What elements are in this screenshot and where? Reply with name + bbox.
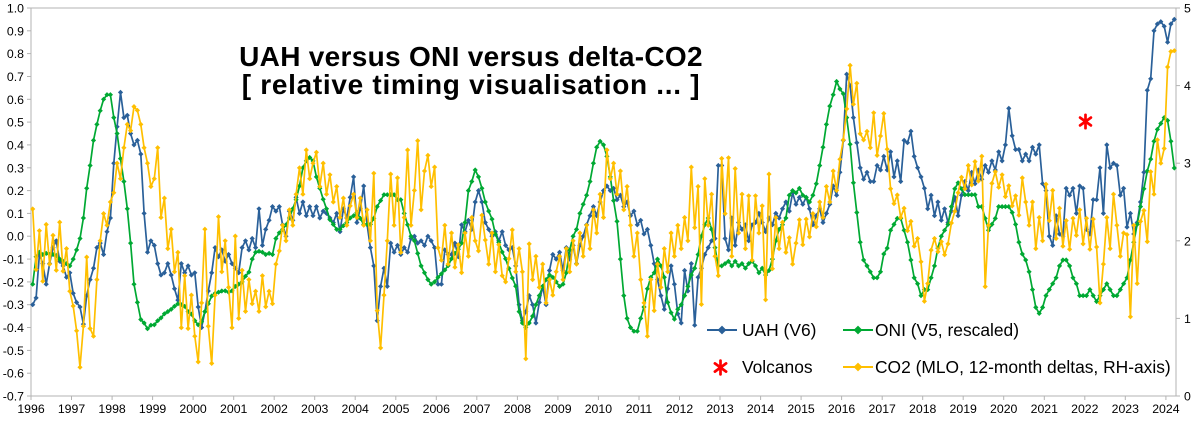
svg-text:1: 1 [1184, 312, 1191, 326]
svg-text:2009: 2009 [544, 402, 572, 416]
svg-text:-0.5: -0.5 [3, 344, 24, 358]
svg-text:-0.2: -0.2 [3, 275, 24, 289]
svg-text:2024: 2024 [1152, 402, 1180, 416]
svg-text:-0.6: -0.6 [3, 367, 24, 381]
svg-text:2000: 2000 [179, 402, 207, 416]
svg-text:2004: 2004 [342, 402, 370, 416]
svg-text:2022: 2022 [1071, 402, 1099, 416]
svg-text:2006: 2006 [423, 402, 451, 416]
svg-text:2008: 2008 [504, 402, 532, 416]
svg-text:CO2 (MLO, 12-month deltas, RH-: CO2 (MLO, 12-month deltas, RH-axis) [875, 357, 1171, 377]
svg-text:1997: 1997 [58, 402, 86, 416]
svg-text:UAH versus ONI versus delta-CO: UAH versus ONI versus delta-CO2 [239, 41, 703, 72]
svg-text:1.0: 1.0 [7, 2, 24, 16]
svg-text:2002: 2002 [261, 402, 289, 416]
svg-text:-0.7: -0.7 [3, 390, 24, 404]
svg-text:2: 2 [1184, 234, 1191, 248]
svg-text:ONI (V5, rescaled): ONI (V5, rescaled) [875, 320, 1019, 340]
svg-text:0.9: 0.9 [7, 24, 24, 38]
svg-text:1998: 1998 [98, 402, 126, 416]
svg-text:2019: 2019 [950, 402, 978, 416]
svg-text:-0.3: -0.3 [3, 298, 24, 312]
svg-text:2015: 2015 [787, 402, 815, 416]
svg-text:[ relative timing visualisatio: [ relative timing visualisation ... ] [242, 69, 700, 100]
svg-text:-0.4: -0.4 [3, 321, 24, 335]
svg-text:2018: 2018 [909, 402, 937, 416]
svg-text:0.0: 0.0 [7, 230, 24, 244]
svg-text:2007: 2007 [463, 402, 491, 416]
svg-text:2017: 2017 [869, 402, 897, 416]
svg-text:2003: 2003 [301, 402, 329, 416]
svg-text:0.1: 0.1 [7, 207, 24, 221]
svg-text:2012: 2012 [666, 402, 694, 416]
svg-text:0: 0 [1184, 390, 1191, 404]
svg-text:Volcanos: Volcanos [742, 357, 813, 377]
svg-text:1999: 1999 [139, 402, 167, 416]
svg-text:0.6: 0.6 [7, 93, 24, 107]
svg-text:2023: 2023 [1112, 402, 1140, 416]
svg-text:-0.1: -0.1 [3, 253, 24, 267]
svg-text:2005: 2005 [382, 402, 410, 416]
svg-text:0.4: 0.4 [7, 138, 24, 152]
svg-text:1996: 1996 [17, 402, 45, 416]
svg-text:2016: 2016 [828, 402, 856, 416]
svg-text:0.7: 0.7 [7, 70, 24, 84]
svg-text:0.3: 0.3 [7, 161, 24, 175]
svg-text:2001: 2001 [220, 402, 248, 416]
svg-text:2014: 2014 [747, 402, 775, 416]
svg-text:0.5: 0.5 [7, 116, 24, 130]
svg-text:2020: 2020 [990, 402, 1018, 416]
svg-text:2013: 2013 [706, 402, 734, 416]
svg-text:2011: 2011 [626, 402, 653, 416]
svg-text:2021: 2021 [1031, 402, 1059, 416]
svg-text:0.2: 0.2 [7, 184, 24, 198]
svg-text:5: 5 [1184, 2, 1191, 16]
svg-text:UAH (V6): UAH (V6) [742, 320, 816, 340]
svg-text:4: 4 [1184, 79, 1191, 93]
svg-text:2010: 2010 [585, 402, 613, 416]
svg-text:0.8: 0.8 [7, 47, 24, 61]
svg-text:3: 3 [1184, 157, 1191, 171]
